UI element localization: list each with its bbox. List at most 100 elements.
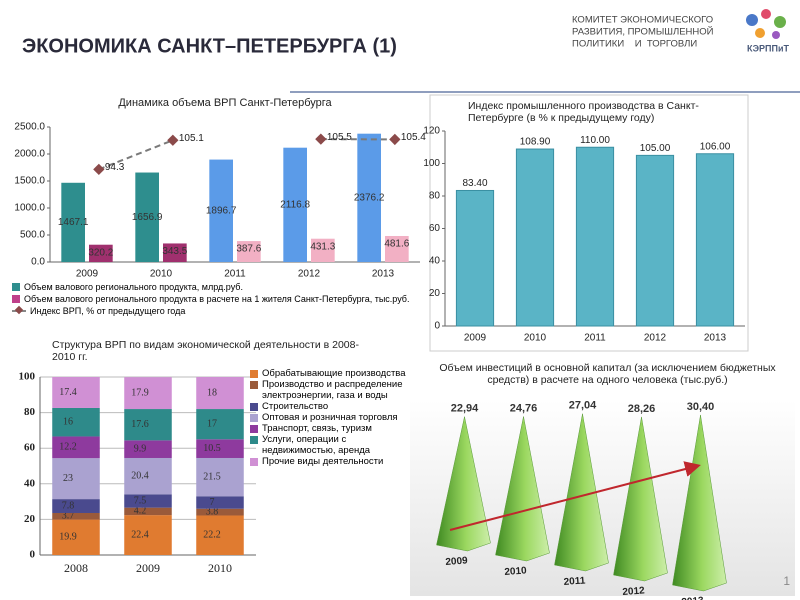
data-label: 83.40 [462,178,487,189]
bar [135,172,159,262]
legend-label: Услуги, операции с недвижимостью, аренда [262,434,371,456]
org-line: РАЗВИТИЯ, ПРОМЫШЛЕННОЙ [572,26,714,38]
x-tick-label: 2010 [504,565,527,578]
chart-title: Объем инвестиций в основной капитал (за … [439,362,776,386]
data-label: 17 [207,418,217,429]
legend-item: Транспорт, связь, туризм [250,423,410,434]
line [98,138,395,171]
chart-title: Структура ВРП по видам экономической дея… [52,339,359,363]
x-tick-label: 2010 [208,561,232,575]
org-line: ПОЛИТИКИ И ТОРГОВЛИ [572,39,697,50]
legend-label: Обрабатывающие производства [262,368,406,379]
bar-segment [196,508,244,516]
bar [455,189,495,327]
legend-label: Производство и распределение электроэнер… [262,379,403,401]
bar [385,235,409,262]
legend-swatch [250,425,258,433]
legend-swatch [250,381,258,389]
data-label: 2116.8 [280,199,310,210]
legend: Объем валового регионального продукта, м… [12,281,412,317]
bar [163,243,187,262]
bar-segment [124,440,172,458]
legend-label: Объем валового регионального продукта, м… [24,282,243,292]
data-label: 18 [207,387,217,398]
x-tick-label: 2011 [584,333,606,344]
data-label: 16 [63,417,73,428]
y-tick-label: 0 [434,321,440,332]
legend-marker [14,305,24,315]
data-label: 19.9 [59,532,77,543]
pyramid [554,413,609,572]
x-tick-label: 2009 [76,269,99,280]
y-tick-label: 80 [24,406,36,418]
legend-label: Прочие виды деятельности [262,456,384,467]
data-label: 3.7 [62,511,75,522]
data-label: 110.00 [580,135,610,146]
data-label: 105.00 [640,143,671,154]
x-tick-label: 2008 [64,561,88,575]
data-label: 7 [210,497,215,508]
y-tick-label: 0 [30,549,36,561]
bar-segment [196,496,244,509]
legend-swatch [250,414,258,422]
legend-swatch [12,295,20,303]
bar-segment [52,519,100,555]
legend-item: Строительство [250,401,410,412]
bar [515,148,555,327]
y-tick-label: 1000.0 [14,203,45,214]
legend: Обрабатывающие производства Производство … [250,368,410,467]
y-tick-label: 60 [429,223,441,234]
data-label: 94.3 [105,162,125,173]
x-tick-label: 2010 [150,269,173,280]
legend-label: Индекс ВРП, % от предыдущего года [30,306,186,316]
x-tick-label: 2011 [224,269,246,280]
bar [575,146,615,327]
data-label: 7.8 [62,500,75,511]
bar [283,147,307,262]
data-label: 1467.1 [58,217,89,228]
y-tick-label: 100 [423,158,440,169]
data-label: 12.2 [59,442,77,453]
data-label: 22.2 [203,530,221,541]
line-marker [315,133,327,145]
data-label: 17.4 [59,387,77,398]
bar-segment [124,377,172,410]
y-tick-label: 120 [423,126,440,137]
legend-item: Оптовая и розничная торговля [250,412,410,423]
y-tick-label: 100 [19,371,36,383]
data-label: 108.90 [520,137,551,148]
bar-segment [124,515,172,555]
bar-segment [196,409,244,440]
logo-text: КЭРППиТ [747,43,789,53]
pyramid [613,416,668,582]
bar-segment [52,407,100,437]
logo-icon [746,9,786,39]
data-label: 22,94 [451,403,479,415]
bar [237,241,261,262]
trend-arrow [449,461,701,531]
bar-segment [52,436,100,459]
legend-swatch [250,458,258,466]
bar [311,238,335,262]
y-tick-label: 80 [429,191,441,202]
y-tick-label: 60 [24,442,36,454]
bar-segment [196,457,244,497]
y-tick-label: 500.0 [20,230,45,241]
legend-item: Производство и распределение электроэнер… [250,379,410,401]
data-label: 105.5 [327,132,352,143]
legend-item: Объем валового регионального продукта в … [12,293,412,305]
org-line: КОМИТЕТ ЭКОНОМИЧЕСКОГО [572,15,713,26]
line-marker [389,133,401,146]
y-tick-label: 1500.0 [14,176,45,187]
bar-segment [196,439,244,458]
y-tick-label: 20 [429,288,441,299]
pyramid [672,414,727,592]
x-tick-label: 2009 [464,333,487,344]
data-label: 105.4 [401,132,426,143]
bar-segment [52,377,100,408]
legend-label: Транспорт, связь, туризм [262,423,372,434]
bar [695,153,735,327]
x-tick-label: 2013 [704,333,727,344]
data-label: 343.5 [162,246,187,257]
